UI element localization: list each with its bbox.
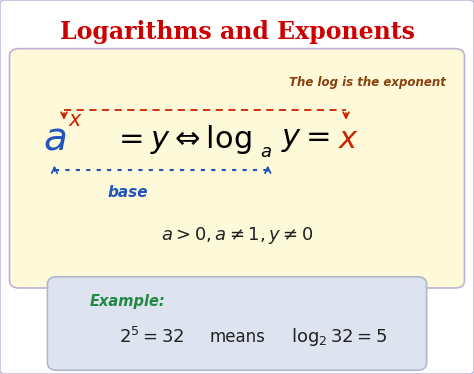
Text: $\log_2 32 = 5$: $\log_2 32 = 5$ <box>291 326 387 347</box>
FancyBboxPatch shape <box>9 49 465 288</box>
Text: $a > 0, a \neq 1, y \neq 0$: $a > 0, a \neq 1, y \neq 0$ <box>161 225 313 246</box>
Text: Example:: Example: <box>90 294 166 309</box>
Text: The log is the exponent: The log is the exponent <box>289 76 446 89</box>
Text: Logarithms and Exponents: Logarithms and Exponents <box>60 20 414 44</box>
Text: $2^5 = 32$: $2^5 = 32$ <box>119 327 184 347</box>
Text: $a$: $a$ <box>261 143 272 161</box>
Text: $x$: $x$ <box>68 110 83 130</box>
Text: $y =$: $y =$ <box>281 125 330 154</box>
Text: $= y \Leftrightarrow \log$: $= y \Leftrightarrow \log$ <box>113 123 252 156</box>
FancyBboxPatch shape <box>47 277 427 370</box>
Text: means: means <box>209 328 265 346</box>
Text: $a$: $a$ <box>43 119 66 157</box>
Text: base: base <box>108 185 148 200</box>
Text: $x$: $x$ <box>338 125 359 154</box>
